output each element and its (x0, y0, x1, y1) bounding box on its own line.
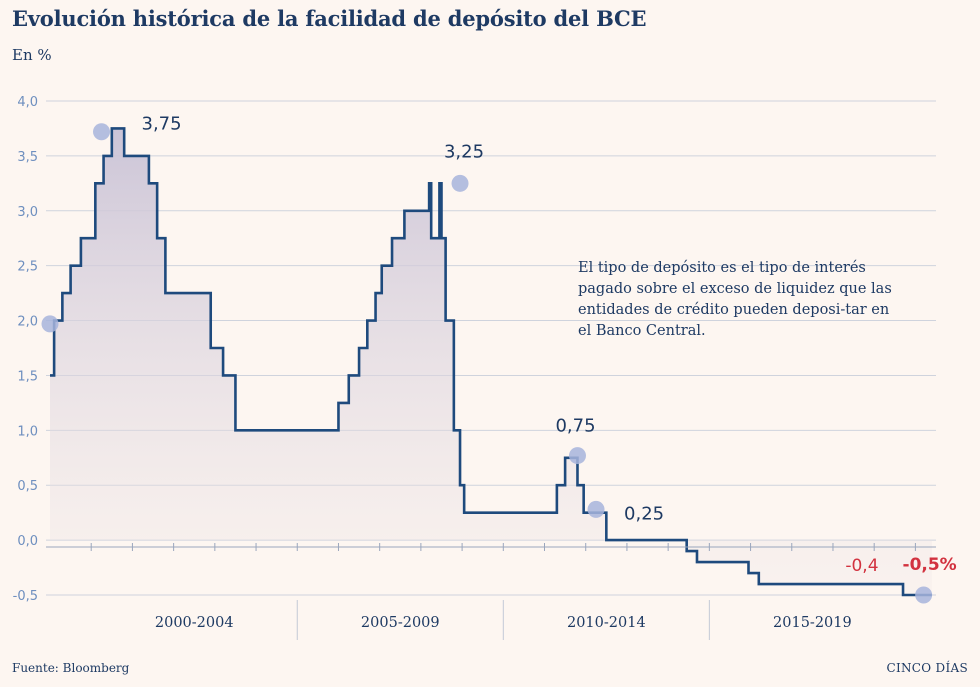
highlight-marker (93, 123, 111, 141)
annotation-note: El tipo de depósito es el tipo de interé… (578, 260, 892, 339)
y-axis-unit: En % (12, 46, 52, 64)
source-label: Fuente: Bloomberg (12, 661, 130, 675)
area-fill (50, 128, 932, 595)
brand-label: CINCO DÍAS (886, 661, 968, 675)
x-category-label: 2000-2004 (155, 615, 234, 631)
x-category-label: 2015-2019 (773, 615, 852, 631)
y-tick-label: 3,0 (17, 205, 38, 220)
value-label: -0,4 (845, 556, 878, 576)
deposit-rate-line (50, 127, 932, 597)
highlight-marker (41, 315, 59, 333)
highlight-marker (568, 447, 586, 465)
axes: 4,0 3,5 3,0 2,5 2,0 1,5 1,0 0,5 0,0 -0,5 2000-2004… (13, 95, 936, 640)
highlight-marker (451, 174, 469, 192)
x-category-label: 2005-2009 (361, 615, 440, 631)
highlight-marker (915, 586, 933, 604)
value-label: -0,5% (903, 555, 957, 575)
y-tick-label: 1,5 (17, 369, 38, 384)
y-tick-label: 2,5 (17, 260, 38, 275)
y-tick-label: 2,0 (17, 315, 38, 330)
y-tick-label: 1,0 (17, 424, 38, 439)
y-tick-label: 0,5 (17, 479, 38, 494)
x-category-label: 2010-2014 (567, 615, 646, 631)
highlight-marker (587, 500, 605, 518)
highlight-markers (41, 123, 933, 604)
value-label: 0,25 (624, 503, 664, 524)
value-label: 0,75 (555, 416, 595, 437)
chart-title: Evolución histórica de la facilidad de d… (12, 6, 647, 31)
y-tick-label: 4,0 (17, 95, 38, 110)
y-tick-label: 3,5 (17, 150, 38, 165)
y-tick-label: 0,0 (17, 534, 38, 549)
y-tick-label: -0,5 (13, 589, 38, 604)
value-label: 3,75 (142, 114, 182, 135)
positive-area (50, 128, 932, 595)
data-labels: 3,75 3,25 0,75 0,25 -0,5% -0,4 (142, 114, 957, 576)
value-label: 3,25 (444, 141, 484, 162)
series-line (50, 127, 932, 597)
